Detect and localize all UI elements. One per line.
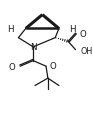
Text: OH: OH <box>80 47 92 56</box>
Text: O: O <box>79 29 86 38</box>
Text: N: N <box>30 43 36 52</box>
Text: H: H <box>7 25 13 34</box>
Text: O: O <box>50 61 56 70</box>
Text: O: O <box>9 62 16 71</box>
Text: H: H <box>69 25 76 34</box>
